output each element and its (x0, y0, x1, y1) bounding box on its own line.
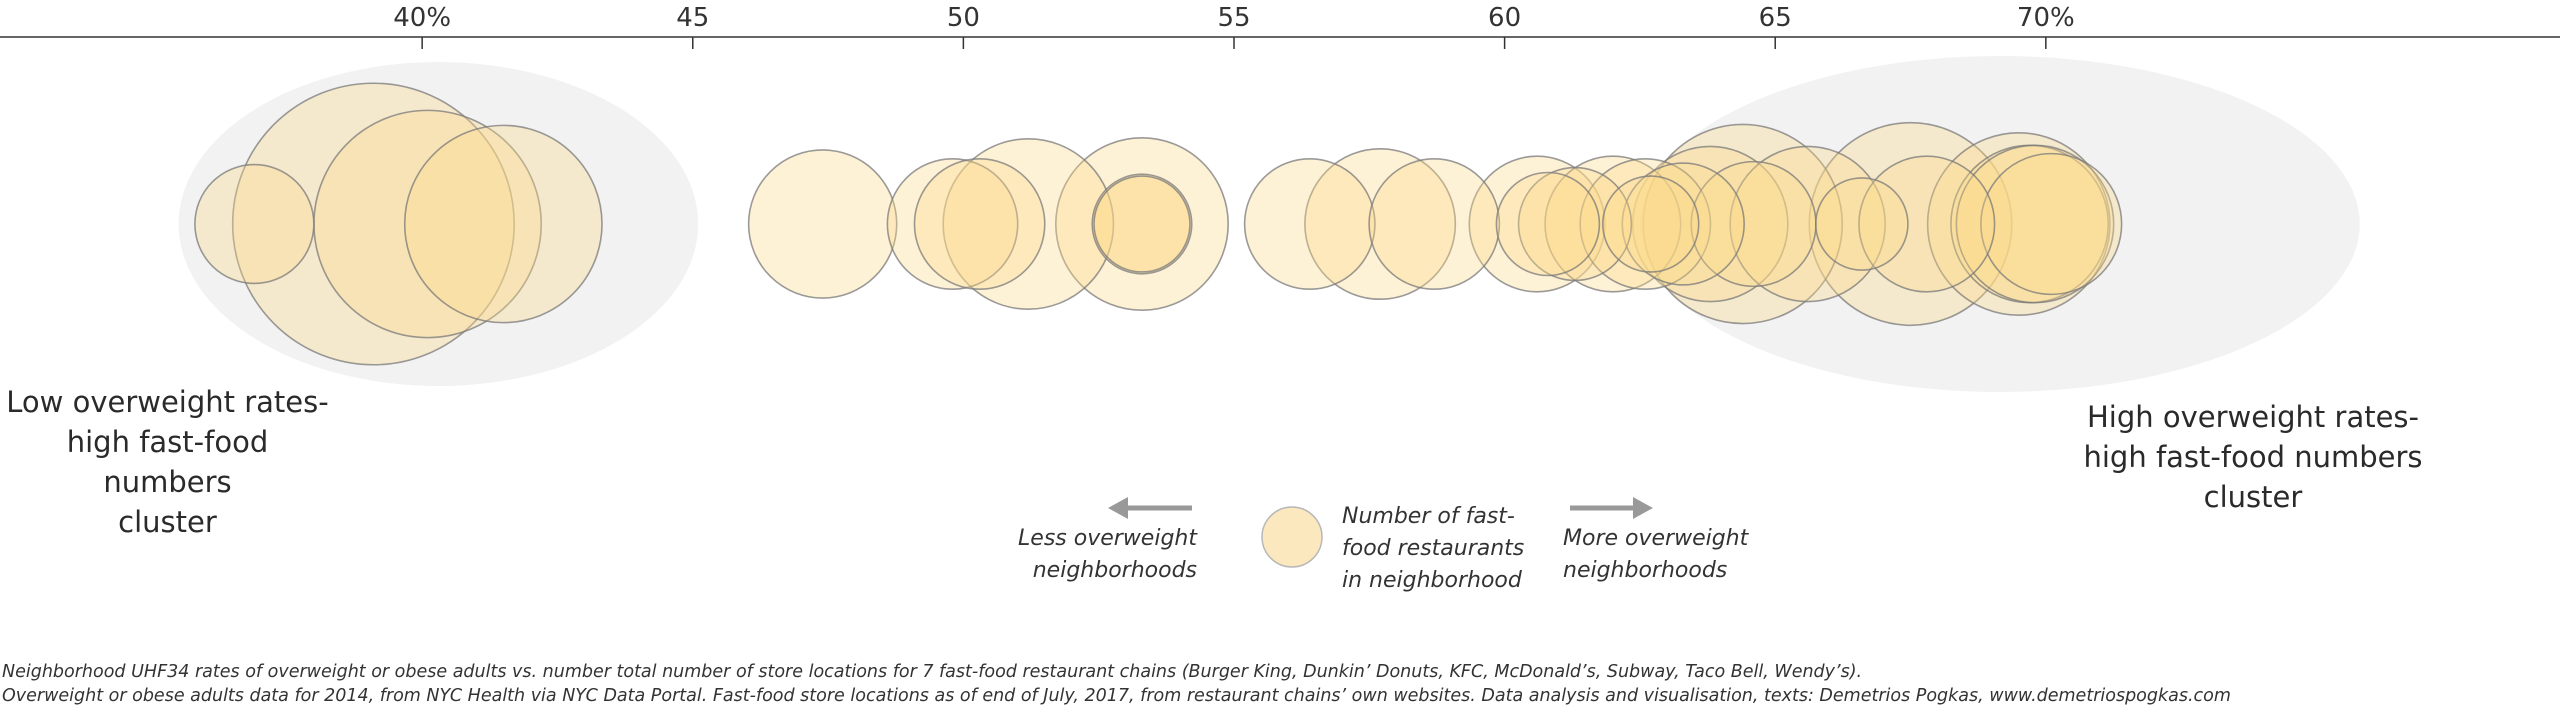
bubble-point (1926, 132, 2111, 316)
bubble-point (1642, 123, 1844, 325)
footnote-line-2: Overweight or obese adults data for 2014… (2, 686, 2231, 706)
bubble-point (913, 158, 1046, 290)
x-tick-label: 70% (2017, 3, 2075, 33)
bubble-point (1729, 145, 1887, 303)
x-axis-ticks: 40% 45 50 55 60 65 70% (393, 3, 2075, 49)
cluster-highlights (178, 56, 2360, 392)
cluster-label-high: High overweight rates- high fast-food nu… (2083, 400, 2423, 514)
bubble-point (1304, 147, 1457, 301)
bubble-point (1544, 155, 1682, 293)
bubble-point (1517, 166, 1633, 282)
legend-size-bubble (1261, 506, 1323, 568)
bubble-point (1980, 152, 2123, 296)
bubbles (194, 82, 2123, 366)
legend-less-overweight: Less overweight neighborhoods (1018, 526, 1197, 583)
legend-arrows (1108, 497, 1653, 568)
cluster-ellipse-low (178, 62, 699, 386)
bubble-point (1495, 171, 1601, 277)
arrow-left-icon-head (1108, 497, 1128, 519)
legend-size-label: Number of fast- food restaurants in neig… (1342, 504, 1525, 593)
bubble-point (1054, 137, 1229, 311)
x-tick-label: 50 (947, 3, 980, 33)
bubble-point (1808, 121, 2013, 327)
cluster-ellipse-high (1639, 56, 2360, 392)
bubble-point (403, 124, 603, 324)
legend-more-overweight: More overweight neighborhoods (1563, 526, 1749, 583)
x-tick-label: 40% (393, 3, 451, 33)
bubble-point (1579, 158, 1712, 290)
bubble-point (1091, 173, 1193, 275)
x-tick-label: 60 (1488, 3, 1521, 33)
bubble-point (747, 149, 898, 299)
bubble-point (194, 163, 315, 285)
bubble-point (1955, 144, 2115, 304)
x-tick-label: 65 (1759, 3, 1792, 33)
bubble-point (1621, 162, 1745, 286)
bubble-point (1468, 155, 1606, 293)
bubble-point (1601, 175, 1700, 273)
arrow-right-icon-head (1633, 497, 1653, 519)
x-tick-label: 45 (676, 3, 709, 33)
bubble-point (1814, 177, 1909, 271)
cluster-label-low: Low overweight rates- high fast-food num… (6, 385, 329, 539)
x-tick-label: 55 (1217, 3, 1250, 33)
bubble-point (1093, 175, 1191, 273)
bubble-point (886, 158, 1019, 290)
bubble-point (1368, 158, 1501, 290)
bubble-point (231, 82, 516, 366)
bubble-point (1243, 158, 1376, 290)
bubble-point (942, 138, 1115, 310)
footnote-line-1: Neighborhood UHF34 rates of overweight o… (2, 662, 1863, 682)
